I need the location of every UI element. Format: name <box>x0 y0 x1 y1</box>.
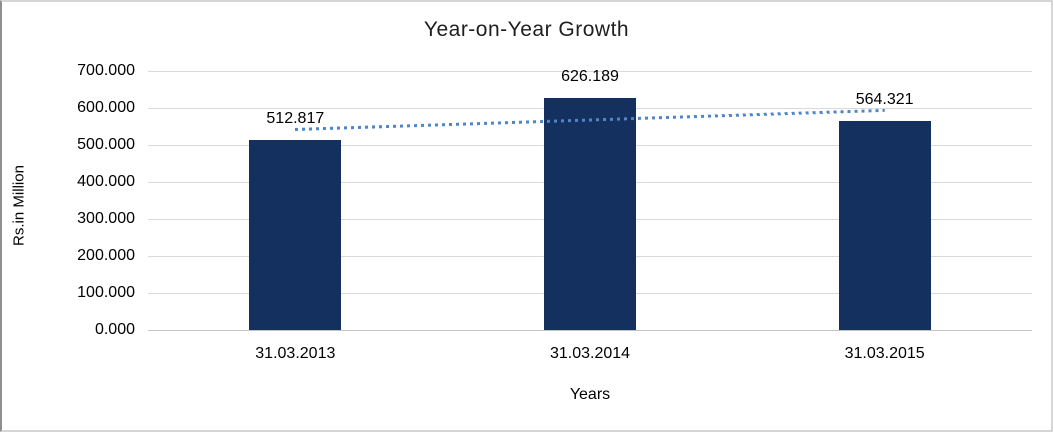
y-tick-label: 400.000 <box>77 173 135 190</box>
y-tick-label: 300.000 <box>77 210 135 227</box>
y-tick-label: 200.000 <box>77 247 135 264</box>
y-tick-label: 0.000 <box>94 321 135 338</box>
chart-title: Year-on-Year Growth <box>423 18 630 41</box>
x-tick-label: 31.03.2013 <box>255 345 336 362</box>
plot-area: 512.817 626.189 564.321 <box>148 68 1032 331</box>
y-tick-label: 600.000 <box>77 99 135 116</box>
x-axis-title: Years <box>569 386 611 403</box>
y-tick-label: 500.000 <box>77 136 135 153</box>
y-tick-label: 100.000 <box>77 284 135 301</box>
y-tick-label: 700.000 <box>77 62 135 79</box>
x-tick-label: 31.03.2015 <box>844 345 925 362</box>
bar-value-label: 564.321 <box>855 91 914 109</box>
bar-value-label: 626.189 <box>561 68 619 86</box>
bar-value-label: 512.817 <box>266 110 325 128</box>
gridline <box>148 330 1032 331</box>
bar <box>544 98 636 330</box>
bar <box>249 140 342 330</box>
gridline <box>148 71 1032 72</box>
bar <box>838 121 931 330</box>
x-tick-label: 31.03.2014 <box>549 345 631 362</box>
